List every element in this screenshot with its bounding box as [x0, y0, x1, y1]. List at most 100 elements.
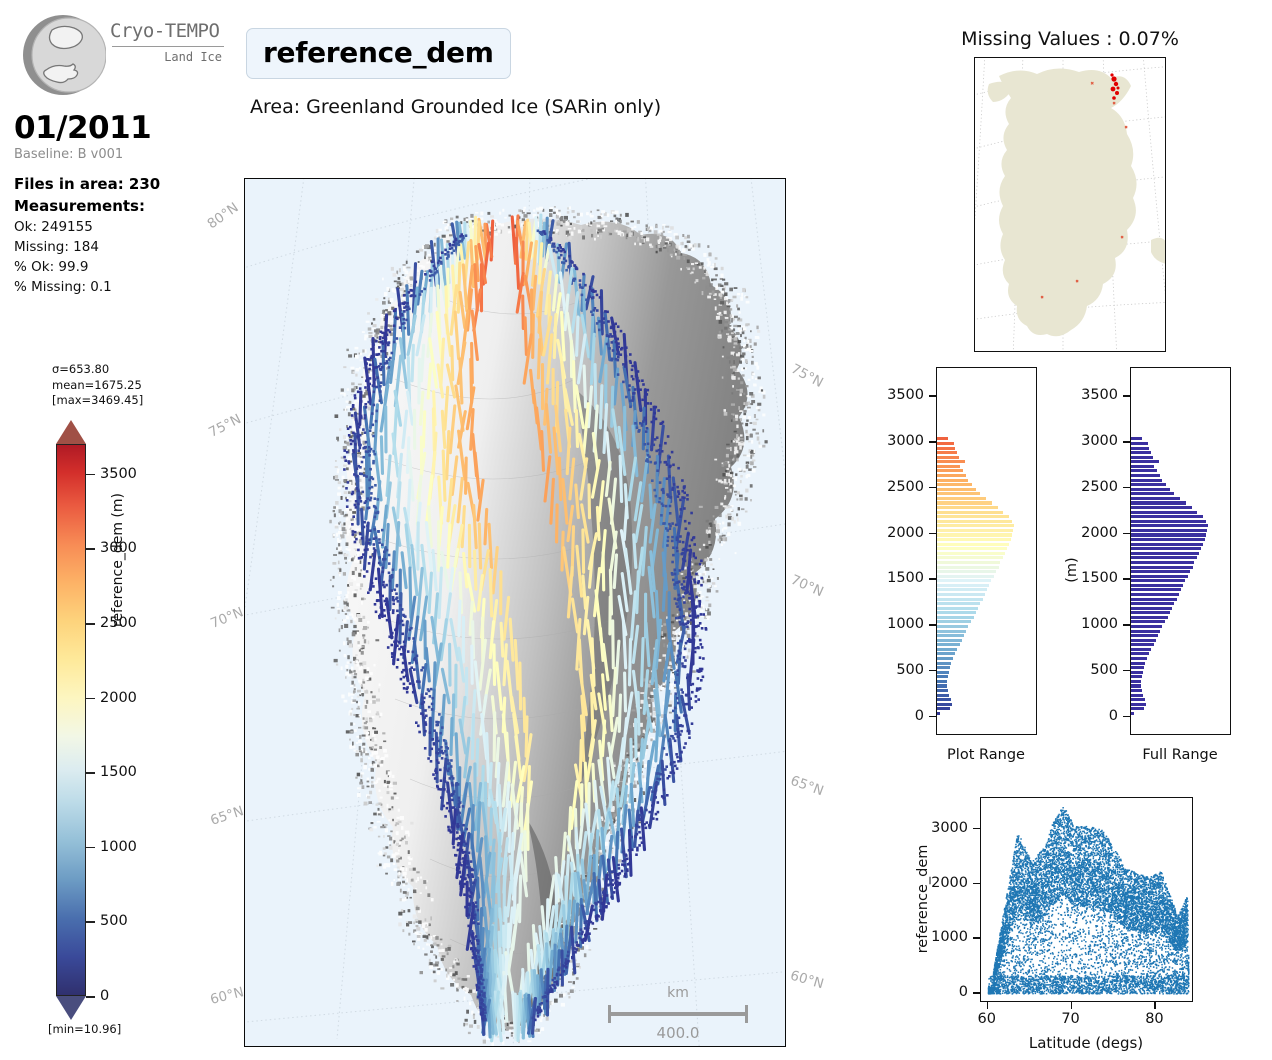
- coastline-speckle: [668, 711, 672, 714]
- track-sample: [665, 477, 669, 480]
- coastline-speckle: [379, 763, 384, 767]
- track-sample: [592, 308, 596, 312]
- coastline-speckle: [351, 477, 356, 480]
- coastline-speckle: [389, 324, 393, 328]
- coastline-speckle: [376, 864, 379, 868]
- coastline-speckle: [691, 571, 694, 575]
- coastline-speckle: [404, 835, 406, 839]
- coastline-speckle: [707, 245, 710, 248]
- coastline-speckle: [732, 370, 735, 375]
- satellite-track: [445, 363, 457, 399]
- coastline-speckle: [399, 888, 402, 893]
- track-sample: [351, 405, 355, 408]
- satellite-track: [458, 718, 468, 755]
- track-sample: [358, 497, 362, 500]
- track-sample: [442, 751, 445, 755]
- coastline-speckle: [742, 287, 746, 293]
- coastline-speckle: [417, 876, 420, 881]
- track-sample: [669, 524, 672, 528]
- coastline-speckle: [731, 480, 734, 483]
- satellite-track: [470, 713, 476, 761]
- satellite-track: [598, 384, 604, 430]
- coastline-speckle: [686, 615, 691, 620]
- coastline-speckle: [737, 293, 741, 296]
- track-sample: [637, 825, 641, 829]
- coastline-speckle: [585, 223, 589, 226]
- track-sample: [370, 581, 374, 585]
- missing-values-map[interactable]: [974, 57, 1166, 352]
- track-sample: [580, 293, 584, 297]
- coastline-speckle: [336, 602, 339, 607]
- coastline-speckle: [510, 1034, 513, 1037]
- track-sample: [469, 927, 472, 930]
- satellite-track: [655, 454, 659, 504]
- coastline-speckle: [721, 376, 724, 379]
- coastline-speckle: [696, 263, 700, 266]
- satellite-track: [466, 288, 474, 332]
- main-map[interactable]: [244, 178, 786, 1047]
- track-sample: [679, 498, 682, 502]
- coastline-speckle: [745, 345, 749, 349]
- coastline-speckle: [345, 496, 347, 500]
- coastline-speckle: [745, 367, 747, 370]
- track-sample: [450, 775, 454, 778]
- track-sample: [590, 310, 593, 314]
- coastline-speckle: [747, 416, 751, 419]
- track-sample: [370, 354, 374, 358]
- coastline-speckle: [722, 278, 726, 281]
- coastline-speckle: [424, 270, 427, 272]
- coastline-speckle: [355, 373, 358, 377]
- coastline-speckle: [713, 520, 717, 524]
- coastline-speckle: [441, 955, 446, 958]
- satellite-track: [401, 409, 409, 450]
- coastline-speckle: [366, 667, 370, 671]
- coastline-speckle: [727, 516, 732, 520]
- satellite-track: [674, 670, 683, 714]
- track-sample: [377, 352, 381, 356]
- track-sample: [699, 613, 703, 616]
- track-sample: [425, 714, 428, 718]
- coastline-speckle: [361, 693, 364, 697]
- plot-range-histogram[interactable]: [936, 367, 1037, 735]
- satellite-track: [475, 801, 482, 853]
- track-sample: [554, 986, 557, 990]
- track-sample: [347, 434, 351, 437]
- coastline-speckle: [723, 526, 728, 530]
- satellite-track: [681, 531, 690, 571]
- coastline-speckle: [732, 477, 736, 480]
- coastline-speckle: [539, 1005, 544, 1009]
- track-sample: [645, 808, 648, 812]
- satellite-track: [549, 477, 555, 525]
- coastline-speckle: [340, 511, 343, 515]
- coastline-speckle: [371, 776, 374, 779]
- satellite-track: [566, 565, 574, 619]
- coastline-speckle: [399, 841, 401, 845]
- track-sample: [672, 553, 675, 557]
- date-label: 01/2011: [14, 110, 152, 146]
- coastline-speckle: [389, 328, 394, 332]
- track-sample: [369, 496, 373, 500]
- coastline-speckle: [464, 1018, 468, 1022]
- coastline-speckle: [706, 557, 709, 559]
- satellite-track: [521, 294, 525, 331]
- coastline-speckle: [509, 1024, 514, 1027]
- track-sample: [445, 257, 449, 260]
- track-sample: [682, 485, 686, 489]
- track-sample: [381, 528, 384, 532]
- coastline-speckle: [370, 691, 373, 694]
- coastline-speckle: [683, 566, 687, 570]
- track-sample: [431, 696, 434, 700]
- track-sample: [540, 1002, 544, 1005]
- coastline-speckle: [640, 232, 643, 235]
- coastline-speckle: [737, 468, 742, 471]
- track-sample: [636, 824, 639, 828]
- coastline-speckle: [590, 221, 593, 225]
- coastline-speckle: [499, 211, 502, 215]
- satellite-track: [680, 694, 691, 732]
- coastline-speckle: [372, 318, 376, 321]
- coastline-speckle: [620, 810, 624, 814]
- track-sample: [672, 771, 676, 775]
- satellite-track: [492, 643, 497, 687]
- track-sample: [446, 759, 450, 762]
- track-sample: [445, 745, 448, 749]
